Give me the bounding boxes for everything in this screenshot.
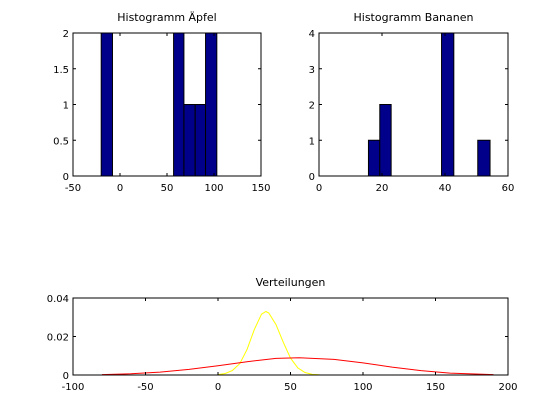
histogram-bar-5 [206, 33, 217, 176]
histogram-bar-3 [184, 105, 195, 177]
axes-box [73, 298, 508, 375]
x-tick-label: 40 [439, 183, 452, 194]
y-tick-label: 0 [63, 172, 69, 183]
y-tick-label: 2 [63, 29, 69, 40]
chart-title: Verteilungen [256, 276, 326, 289]
y-tick-label: 1 [309, 136, 315, 147]
histogram-bar-4 [195, 105, 205, 177]
x-tick-label: 60 [502, 183, 515, 194]
distribution-line-2 [102, 358, 494, 375]
chart-title: Histogramm Äpfel [117, 11, 216, 24]
x-tick-label: 100 [353, 382, 372, 393]
y-tick-label: 0.04 [47, 294, 69, 305]
x-tick-label: 200 [498, 382, 517, 393]
chart-title: Histogramm Bananen [354, 11, 474, 24]
x-tick-label: 0 [215, 382, 221, 393]
y-tick-label: 4 [309, 29, 315, 40]
x-tick-label: 150 [426, 382, 445, 393]
y-tick-label: 0 [63, 371, 69, 382]
x-tick-label: 0 [316, 183, 322, 194]
histogram-bar-2 [380, 105, 391, 177]
x-tick-label: -100 [62, 382, 85, 393]
y-tick-label: 0 [309, 172, 315, 183]
x-tick-label: 0 [117, 183, 123, 194]
x-tick-label: -50 [65, 183, 81, 194]
x-tick-label: -50 [137, 382, 153, 393]
histogram-bar-1 [368, 140, 379, 176]
distribution-line-1 [218, 312, 320, 375]
y-tick-label: 0.02 [47, 333, 69, 344]
chart-3: Verteilungen -100 -50 0 50 100 150 200 0 0.02 0.04 [47, 276, 518, 393]
chart-2: Histogramm Bananen 0 20 40 60 0 1 2 3 4 [309, 11, 515, 194]
x-tick-label: 50 [284, 382, 297, 393]
y-tick-label: 2 [309, 101, 315, 112]
histogram-bar-4 [478, 140, 490, 176]
x-tick-label: 20 [376, 183, 389, 194]
x-tick-label: 100 [204, 183, 223, 194]
y-tick-label: 1.5 [53, 65, 69, 76]
histogram-bar-1 [101, 33, 112, 176]
histogram-bar-2 [174, 33, 184, 176]
x-tick-label: 150 [251, 183, 270, 194]
y-tick-label: 3 [309, 65, 315, 76]
y-tick-label: 1 [63, 101, 69, 112]
x-tick-label: 50 [161, 183, 174, 194]
y-tick-label: 0.5 [53, 136, 69, 147]
histogram-bar-3 [442, 33, 454, 176]
